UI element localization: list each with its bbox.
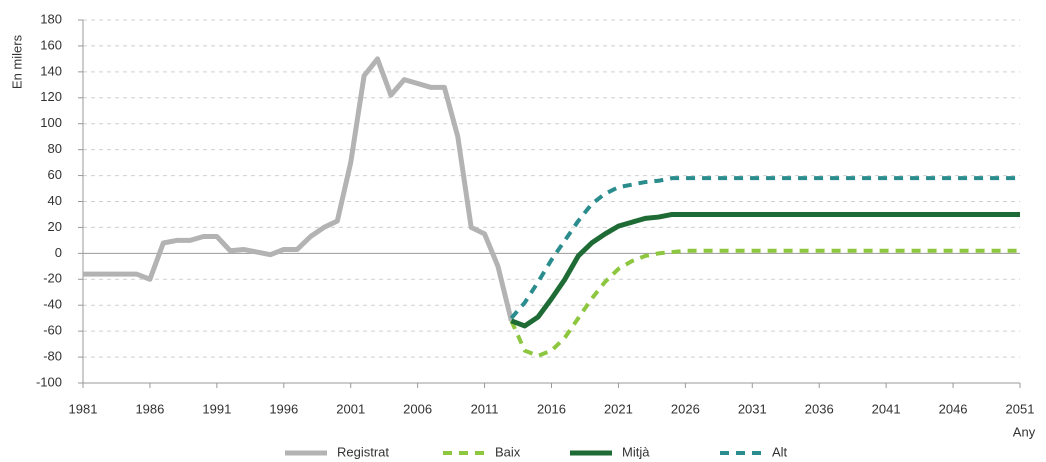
y-tick-label: -60	[43, 323, 62, 338]
x-tick-label: 2001	[336, 401, 365, 416]
y-tick-label: 180	[40, 11, 62, 26]
y-tick-label: 100	[40, 115, 62, 130]
x-tick-label: 1991	[202, 401, 231, 416]
y-tick-label: 140	[40, 63, 62, 78]
legend-label: Registrat	[337, 444, 389, 459]
y-tick-label: -80	[43, 349, 62, 364]
y-tick-label: 20	[48, 219, 62, 234]
y-tick-label: 120	[40, 89, 62, 104]
x-tick-label: 2016	[537, 401, 566, 416]
legend-label: Mitjà	[622, 444, 650, 459]
x-tick-label: 2051	[1006, 401, 1035, 416]
x-tick-label: 1986	[135, 401, 164, 416]
x-tick-label: 2041	[872, 401, 901, 416]
x-tick-label: 2046	[939, 401, 968, 416]
y-tick-label: 160	[40, 37, 62, 52]
y-tick-label: 80	[48, 141, 62, 156]
x-tick-label: 1981	[69, 401, 98, 416]
x-tick-label: 2026	[671, 401, 700, 416]
y-tick-label: 60	[48, 167, 62, 182]
series-line	[83, 56, 514, 322]
y-tick-label: -20	[43, 271, 62, 286]
series-line	[509, 176, 1020, 320]
x-tick-label: 2021	[604, 401, 633, 416]
y-tick-label: 0	[55, 245, 62, 260]
x-tick-label: 1996	[269, 401, 298, 416]
x-tick-label: 2036	[805, 401, 834, 416]
y-axis-label: En milers	[9, 34, 24, 89]
series-line	[510, 211, 1020, 329]
x-axis-label: Any	[1013, 424, 1036, 439]
legend-label: Alt	[772, 444, 788, 459]
x-tick-label: 2006	[403, 401, 432, 416]
x-tick-label: 2011	[471, 401, 499, 416]
legend-label: Baix	[495, 444, 521, 459]
y-tick-label: 40	[48, 193, 62, 208]
x-tick-label: 2031	[738, 401, 767, 416]
y-tick-label: -100	[36, 374, 62, 389]
y-tick-label: -40	[43, 297, 62, 312]
series-line	[509, 248, 1020, 358]
